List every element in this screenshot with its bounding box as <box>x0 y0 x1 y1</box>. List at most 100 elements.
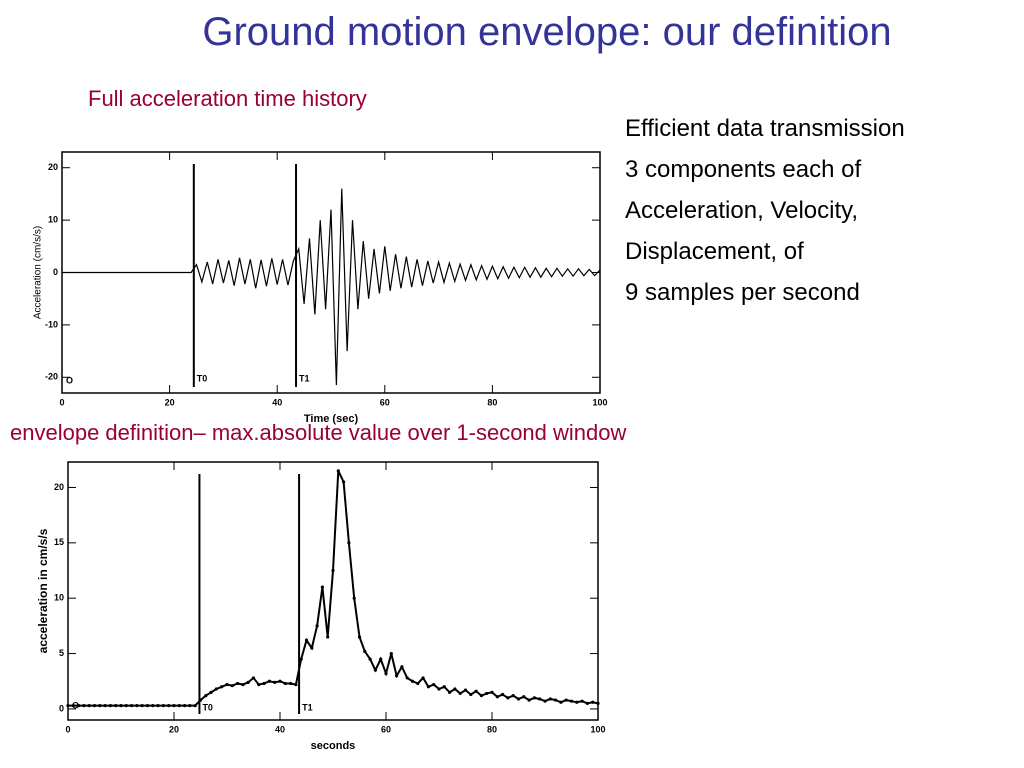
data-point <box>479 694 483 698</box>
data-point <box>124 704 128 708</box>
x-tick-label: 0 <box>59 397 64 407</box>
data-point <box>140 704 144 708</box>
chart-caption: envelope definition– max.absolute value … <box>10 420 627 445</box>
data-point <box>368 657 372 661</box>
y-tick-label: -10 <box>45 319 58 329</box>
data-point <box>278 679 282 683</box>
data-point <box>82 704 86 708</box>
data-point <box>501 692 505 697</box>
data-point <box>469 692 473 697</box>
data-point <box>532 696 537 700</box>
y-tick-label: -20 <box>45 372 58 382</box>
y-axis-label: acceleration in cm/s/s <box>36 528 50 653</box>
x-tick-label: 100 <box>590 724 605 734</box>
data-point <box>405 676 409 680</box>
x-tick-label: 0 <box>65 724 70 734</box>
data-point <box>569 699 574 703</box>
data-point <box>77 704 81 708</box>
data-point <box>559 700 563 704</box>
x-tick-label: 40 <box>272 397 282 407</box>
data-point <box>289 681 293 686</box>
text-line: 3 components each of <box>625 156 862 183</box>
data-point <box>336 469 340 473</box>
y-tick-label: 10 <box>48 214 58 224</box>
x-axis-label: Time (sec) <box>304 413 359 425</box>
data-point <box>220 685 224 689</box>
data-point <box>474 689 478 693</box>
data-point <box>352 596 356 600</box>
data-point <box>209 690 213 694</box>
x-axis-label: seconds <box>311 740 356 752</box>
data-line <box>62 188 601 386</box>
plot-frame <box>67 461 599 721</box>
marker-label: T1 <box>299 373 310 383</box>
data-point <box>326 635 330 639</box>
data-point <box>575 700 579 704</box>
marker-label: T0 <box>197 373 208 383</box>
data-point <box>373 668 377 672</box>
y-axis-label: Acceleration (cm/s/s) <box>33 226 44 319</box>
x-tick-label: 60 <box>381 724 391 734</box>
data-point <box>580 699 584 703</box>
y-tick-label: 5 <box>59 648 64 658</box>
data-point <box>564 698 568 702</box>
data-point <box>310 646 314 650</box>
data-point <box>410 679 415 683</box>
data-point <box>167 704 171 708</box>
data-point <box>416 681 420 686</box>
x-tick-label: 100 <box>592 397 607 407</box>
marker-label: T1 <box>302 702 313 712</box>
data-point <box>516 697 521 701</box>
data-point <box>251 676 256 680</box>
data-point <box>304 638 309 642</box>
data-point <box>506 696 510 700</box>
data-point <box>299 657 303 661</box>
x-tick-label: 80 <box>487 397 497 407</box>
data-point <box>135 704 139 708</box>
data-point <box>347 541 351 545</box>
origin-label: O <box>66 375 73 385</box>
data-point <box>548 697 552 701</box>
y-tick-label: 20 <box>54 482 64 492</box>
y-tick-label: 0 <box>53 267 58 277</box>
data-point <box>103 704 107 708</box>
data-point <box>198 698 203 702</box>
data-point <box>395 674 399 678</box>
data-point <box>379 657 383 661</box>
data-point <box>585 701 590 705</box>
data-point <box>384 671 388 676</box>
data-point <box>421 676 425 680</box>
data-point <box>225 682 229 687</box>
y-tick-label: 10 <box>54 593 64 603</box>
data-point <box>230 684 234 688</box>
data-point <box>98 704 102 708</box>
data-point <box>485 691 489 696</box>
text-line: 9 samples per second <box>625 279 860 306</box>
data-point <box>119 704 123 708</box>
data-point <box>246 680 250 684</box>
data-point <box>315 624 319 628</box>
data-point <box>538 697 542 701</box>
data-point <box>161 704 165 708</box>
data-point <box>267 679 271 683</box>
data-point <box>183 704 187 708</box>
data-point <box>204 694 208 698</box>
x-tick-label: 40 <box>275 724 285 734</box>
data-point <box>236 681 240 686</box>
data-point <box>426 685 430 689</box>
data-point <box>193 704 197 708</box>
data-point <box>357 635 362 639</box>
data-point <box>145 704 150 708</box>
data-point <box>257 682 261 687</box>
data-point <box>543 699 547 703</box>
data-point <box>331 568 335 573</box>
data-point <box>172 704 176 708</box>
text-line: Displacement, of <box>625 238 804 265</box>
data-point <box>442 685 446 689</box>
data-point <box>490 690 494 694</box>
text-block: Efficient data transmission 3 components… <box>625 108 905 313</box>
data-point <box>188 704 192 708</box>
y-tick-label: 0 <box>59 703 64 713</box>
